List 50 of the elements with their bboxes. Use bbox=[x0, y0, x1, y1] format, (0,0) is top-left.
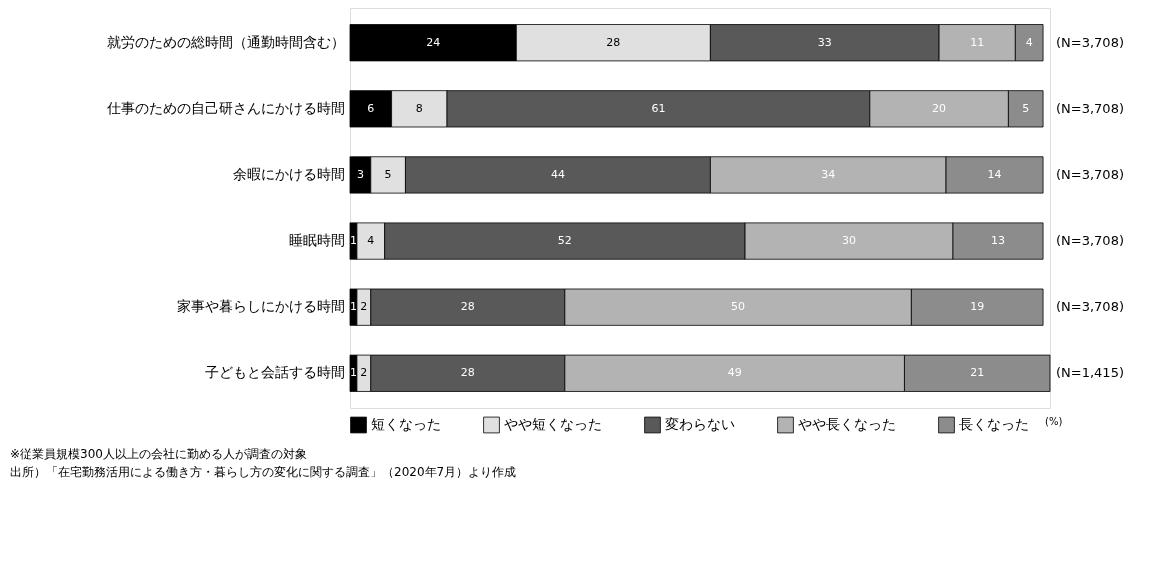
data-label: 19 bbox=[970, 300, 985, 314]
legend-label: やや短くなった bbox=[504, 416, 602, 432]
data-label: 34 bbox=[821, 167, 836, 181]
data-label: 2 bbox=[360, 300, 368, 314]
data-label: 2 bbox=[360, 366, 368, 380]
text: (N=3,708) bbox=[1056, 100, 1124, 116]
data-label: 28 bbox=[460, 300, 475, 314]
data-label: 4 bbox=[1025, 35, 1033, 49]
data-label: 21 bbox=[970, 366, 985, 380]
y-tick-label: 就労のための総時間（通勤時間含む） bbox=[106, 33, 345, 50]
data-label: 5 bbox=[384, 167, 392, 181]
data-label: 28 bbox=[606, 35, 621, 49]
data-label: 24 bbox=[426, 35, 441, 49]
data-label: 1 bbox=[349, 366, 357, 380]
data-label: 14 bbox=[987, 167, 1002, 181]
data-label: 28 bbox=[460, 366, 475, 380]
data-label: 33 bbox=[817, 35, 832, 49]
data-label: 61 bbox=[651, 101, 666, 115]
y-tick-label: 家事や暮らしにかける時間 bbox=[176, 298, 345, 315]
data-label: 50 bbox=[731, 300, 746, 314]
data-label: 30 bbox=[842, 234, 857, 248]
data-label: 1 bbox=[349, 300, 357, 314]
text: (N=3,708) bbox=[1056, 34, 1124, 50]
data-label: 20 bbox=[932, 101, 947, 115]
y-tick-label: 子どもと会話する時間 bbox=[204, 364, 345, 381]
y-tick-label: 余暇にかける時間 bbox=[232, 165, 345, 182]
text: (N=3,708) bbox=[1056, 233, 1124, 249]
data-label: 8 bbox=[415, 101, 423, 115]
data-label: 4 bbox=[367, 234, 375, 248]
data-label: 3 bbox=[356, 167, 364, 181]
text: (%) bbox=[1045, 416, 1063, 427]
y-tick-label: 睡眠時間 bbox=[288, 232, 345, 249]
data-label: 13 bbox=[991, 234, 1006, 248]
legend-label: やや長くなった bbox=[798, 416, 896, 432]
text: (N=3,708) bbox=[1056, 166, 1124, 182]
legend-label: 長くなった bbox=[959, 416, 1029, 432]
data-label: 1 bbox=[349, 234, 357, 248]
legend-label: 短くなった bbox=[371, 416, 441, 432]
legend-label: 変わらない bbox=[665, 416, 735, 432]
data-label: 11 bbox=[970, 35, 985, 49]
data-label: 49 bbox=[727, 366, 742, 380]
data-label: 6 bbox=[367, 101, 375, 115]
data-label: 5 bbox=[1022, 101, 1030, 115]
data-label: 52 bbox=[557, 234, 572, 248]
text: ※従業員規模300人以上の会社に勤める人が調査の対象 bbox=[10, 447, 307, 461]
text: (N=1,415) bbox=[1056, 365, 1124, 381]
text: (N=3,708) bbox=[1056, 299, 1124, 315]
y-tick-label: 仕事のための自己研さんにかける時間 bbox=[105, 99, 345, 116]
data-label: 44 bbox=[550, 167, 565, 181]
text: 出所）「在宅勤務活用による働き方・暮らし方の変化に関する調査」（2020年7月）より作成 bbox=[10, 465, 517, 479]
